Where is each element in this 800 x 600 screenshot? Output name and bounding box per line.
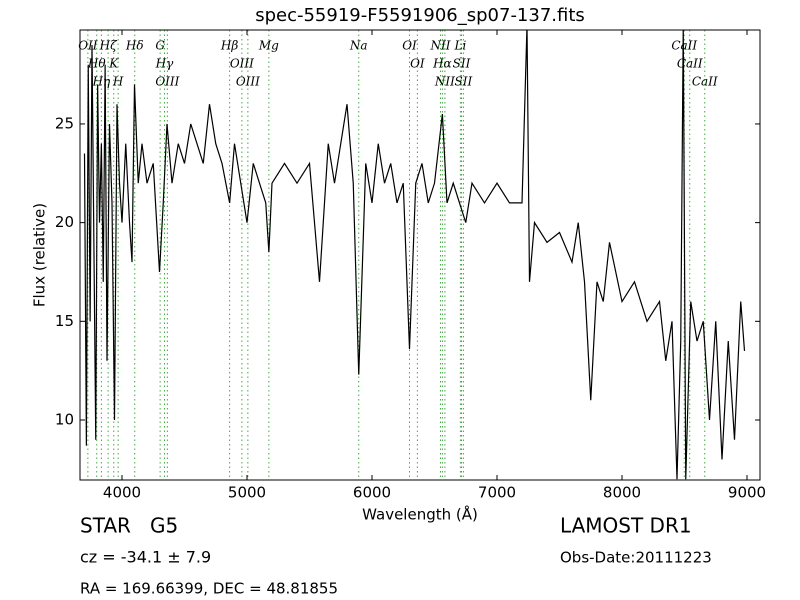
plot-area xyxy=(83,30,746,480)
marker-label: G xyxy=(155,39,165,53)
survey: LAMOST DR1 xyxy=(560,514,692,538)
marker-label: Hζ xyxy=(99,39,118,53)
x-tick-label: 7000 xyxy=(478,484,516,502)
marker-label: Hδ xyxy=(125,39,144,53)
y-axis-label: Flux (relative) xyxy=(31,203,49,307)
marker-label: SII xyxy=(455,75,473,89)
marker-label: OIII xyxy=(155,75,179,89)
y-tick-label: 10 xyxy=(55,411,74,429)
y-tick-label: 15 xyxy=(55,312,74,330)
obs-date: Obs-Date:20111223 xyxy=(560,549,712,567)
y-tick-label: 20 xyxy=(55,213,74,231)
x-tick-label: 9000 xyxy=(728,484,766,502)
marker-label: Hη xyxy=(92,75,111,89)
marker-label: OI xyxy=(402,39,417,53)
marker-label: Li xyxy=(453,39,466,53)
marker-label: CaII xyxy=(671,39,697,53)
marker-label: NII xyxy=(434,75,455,89)
x-tick-label: 8000 xyxy=(603,484,641,502)
chart-title: spec-55919-F5591906_sp07-137.fits xyxy=(255,5,585,26)
marker-label: Hβ xyxy=(220,39,238,53)
plot-frame xyxy=(79,29,761,481)
spectrum-line xyxy=(83,30,746,480)
marker-label: SII xyxy=(453,57,471,71)
marker-label: OIII xyxy=(230,57,254,71)
marker-label: Mg xyxy=(258,39,279,53)
marker-label: Hθ xyxy=(87,57,106,71)
object-class: STAR G5 xyxy=(80,514,178,538)
marker-label: Na xyxy=(349,39,368,53)
marker-label: Hα xyxy=(432,57,452,71)
x-tick-label: 5000 xyxy=(228,484,266,502)
y-tick-label: 25 xyxy=(55,114,74,132)
redshift: cz = -34.1 ± 7.9 xyxy=(80,548,211,567)
marker-label: NII xyxy=(430,39,451,53)
marker-label: Hγ xyxy=(155,57,174,71)
coordinates: RA = 169.66399, DEC = 48.81855 xyxy=(80,580,338,598)
marker-label: OI xyxy=(410,57,425,71)
x-tick-label: 6000 xyxy=(353,484,391,502)
marker-label: K xyxy=(108,57,119,71)
marker-label: H xyxy=(112,75,124,89)
marker-label: OII xyxy=(78,39,98,53)
marker-label: OIII xyxy=(236,75,260,89)
x-tick-label: 4000 xyxy=(103,484,141,502)
x-axis-label: Wavelength (Å) xyxy=(362,505,478,524)
marker-label: CaII xyxy=(677,57,703,71)
marker-label: CaII xyxy=(692,75,718,89)
